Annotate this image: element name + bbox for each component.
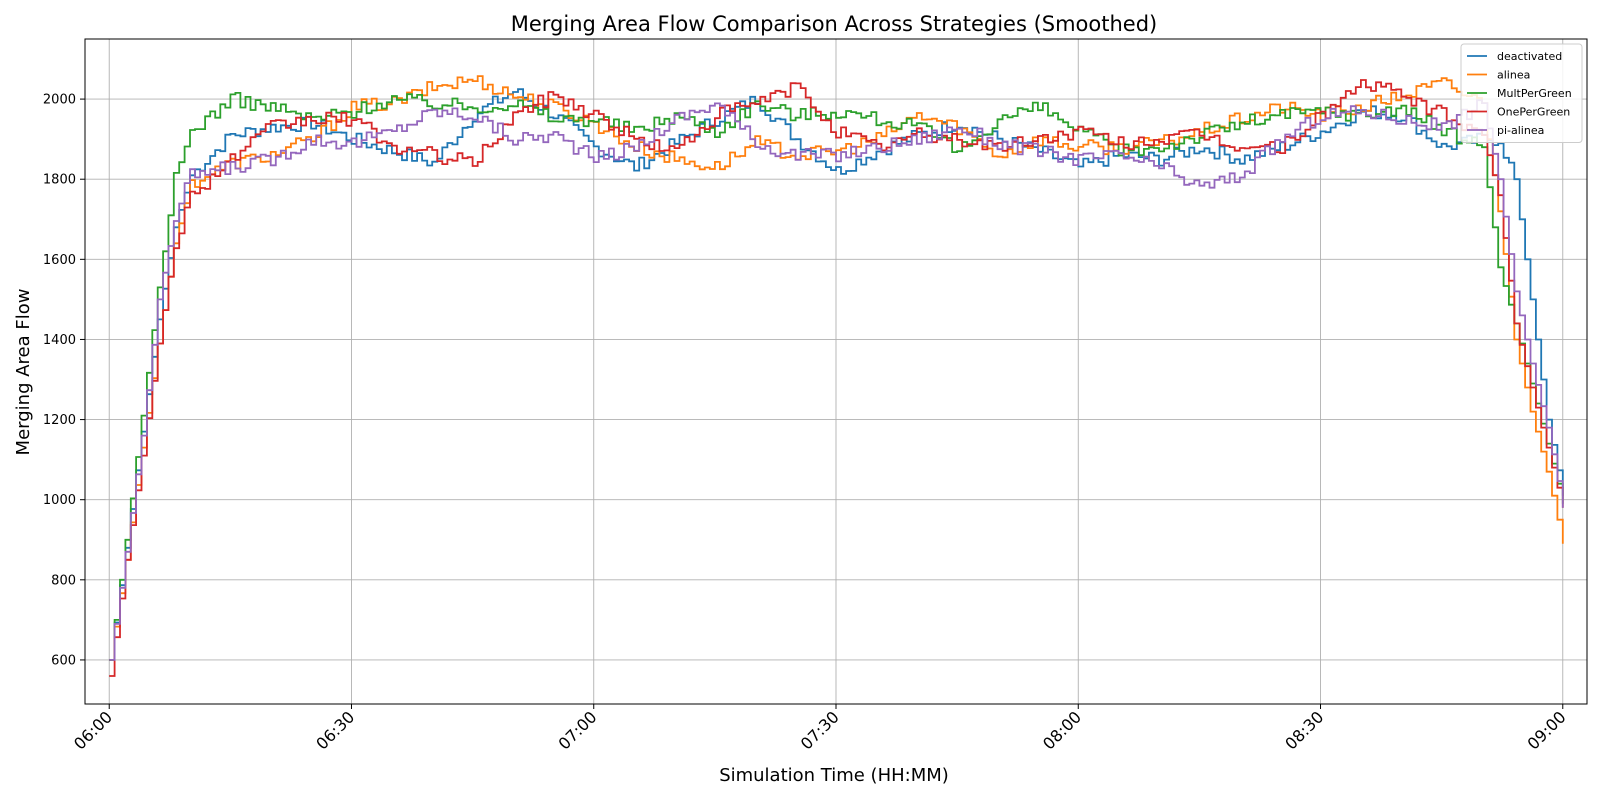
y-tick-label: 1600	[43, 253, 76, 268]
legend-label: pi-alinea	[1497, 124, 1544, 137]
legend-box	[1460, 43, 1583, 143]
y-tick-label: 800	[51, 573, 76, 588]
y-tick-label: 1800	[43, 173, 76, 188]
chart-title: Merging Area Flow Comparison Across Stra…	[511, 12, 1158, 36]
series-line-pi-alinea	[109, 99, 1564, 661]
legend-label: deactivated	[1497, 50, 1562, 63]
series-line-onepergreen	[109, 79, 1564, 677]
y-tick-label: 1000	[43, 493, 76, 508]
legend-label: OnePerGreen	[1497, 106, 1570, 119]
y-tick-label: 1400	[43, 333, 76, 348]
legend-label: MultPerGreen	[1497, 87, 1572, 100]
y-axis-title: Merging Area Flow	[13, 289, 34, 456]
y-tick-label: 2000	[43, 93, 76, 108]
grid	[85, 39, 1587, 704]
y-tick-label: 1200	[43, 413, 76, 428]
legend-label: alinea	[1497, 69, 1530, 82]
series-layer	[109, 75, 1564, 677]
y-tick-label: 600	[51, 653, 76, 668]
series-line-multpergreen	[109, 92, 1564, 661]
legend: deactivated alinea MultPerGreen OnePerGreen…	[1460, 43, 1583, 143]
x-axis-title: Simulation Time (HH:MM)	[719, 765, 949, 786]
y-axis-ticks: 600 800 1000 1200 1400 1600 1800 2000	[43, 93, 85, 668]
